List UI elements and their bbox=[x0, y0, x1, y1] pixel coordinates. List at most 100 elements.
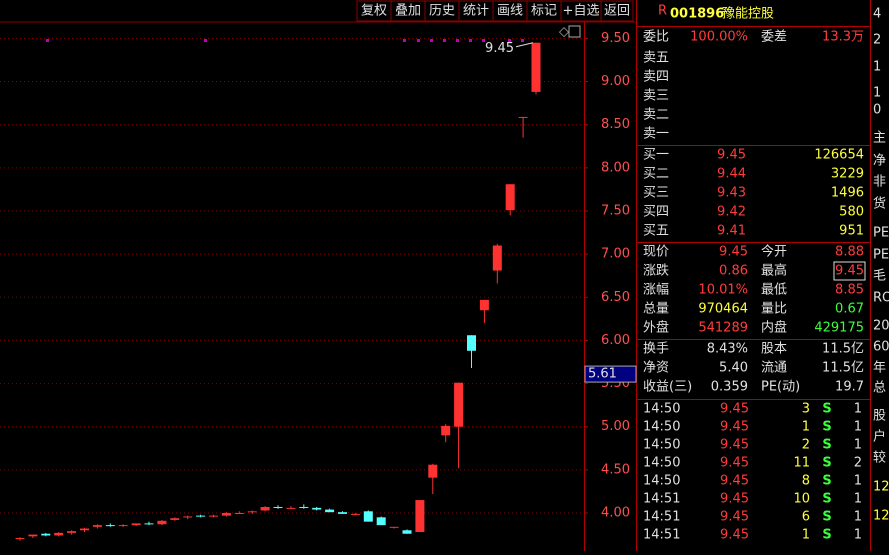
event-marker bbox=[508, 39, 511, 42]
candle-body bbox=[221, 513, 231, 516]
candle-body bbox=[479, 299, 489, 311]
side-panel-text: 主 bbox=[873, 131, 886, 146]
candle-body bbox=[492, 245, 502, 271]
event-marker bbox=[204, 39, 207, 42]
side-panel-text: 12 bbox=[873, 509, 889, 524]
toolbar-label[interactable]: 叠加 bbox=[395, 4, 421, 19]
value: 9.45 bbox=[719, 245, 748, 260]
label: 涨跌 bbox=[643, 263, 669, 279]
value: 19.7 bbox=[835, 380, 864, 395]
side-panel-text: 60 bbox=[873, 340, 889, 355]
side-panel-text: 4 bbox=[873, 7, 881, 22]
toolbar-label[interactable]: 返回 bbox=[604, 4, 630, 19]
candle-body bbox=[15, 538, 25, 540]
candle-body bbox=[338, 512, 347, 514]
side-panel-text: RO bbox=[873, 291, 889, 306]
ask-label: 卖三 bbox=[643, 89, 669, 104]
trade-time: 14:50 bbox=[643, 474, 680, 489]
y-tick-label: 6.50 bbox=[601, 290, 630, 305]
bid-label: 买一 bbox=[643, 148, 669, 163]
value: 0.67 bbox=[835, 302, 864, 317]
side-panel-text: 股 bbox=[873, 409, 886, 424]
annotation-leader bbox=[515, 42, 534, 48]
candle-body bbox=[389, 526, 399, 528]
y-tick-label: 8.50 bbox=[601, 117, 630, 132]
label: 内盘 bbox=[761, 320, 787, 336]
candle-body bbox=[299, 506, 309, 508]
trade-count: 2 bbox=[854, 456, 862, 471]
stock-code: 001896 bbox=[670, 7, 724, 22]
candle-body bbox=[260, 506, 270, 511]
toolbar-button[interactable] bbox=[600, 0, 634, 22]
trade-side: S bbox=[822, 474, 831, 489]
label: 今开 bbox=[761, 244, 787, 260]
event-marker bbox=[46, 39, 49, 42]
bid-label: 买二 bbox=[643, 167, 669, 182]
toolbar-label[interactable]: 历史 bbox=[429, 4, 455, 19]
trade-count: 1 bbox=[854, 402, 862, 417]
candle-body bbox=[518, 116, 528, 118]
candle-body bbox=[467, 335, 476, 351]
trade-volume: 10 bbox=[793, 492, 810, 507]
toolbar-label[interactable]: 复权 bbox=[361, 3, 387, 19]
side-panel-text: 20 bbox=[873, 319, 889, 334]
bid-price: 9.44 bbox=[717, 167, 746, 182]
trade-side: S bbox=[822, 528, 831, 543]
side-panel-text: 净 bbox=[873, 154, 886, 169]
dynamic: 复权 叠加 历史 统计 画线 标记 +自选 返回4.004.505.005.506.006.5… bbox=[0, 0, 889, 543]
bid-price: 9.43 bbox=[717, 186, 746, 201]
label: 涨幅 bbox=[643, 283, 669, 298]
toolbar-label[interactable]: 统计 bbox=[463, 4, 489, 19]
label: 委比 bbox=[643, 30, 669, 45]
trade-side: S bbox=[822, 456, 831, 471]
trade-volume: 11 bbox=[793, 456, 810, 471]
trade-time: 14:50 bbox=[643, 402, 680, 417]
candle-body bbox=[183, 516, 193, 518]
label: 量比 bbox=[761, 302, 787, 317]
trade-count: 1 bbox=[854, 474, 862, 489]
bid-volume: 951 bbox=[839, 224, 864, 239]
trade-price: 9.45 bbox=[720, 438, 749, 453]
trade-time: 14:51 bbox=[643, 528, 680, 543]
y-tick-label: 8.00 bbox=[601, 160, 630, 175]
side-panel-text: 总 bbox=[873, 381, 886, 396]
candle-body bbox=[273, 506, 283, 508]
trade-count: 1 bbox=[854, 492, 862, 507]
toolbar-label[interactable]: 画线 bbox=[497, 4, 523, 19]
candle-body bbox=[428, 464, 438, 478]
toolbar-label[interactable]: +自选 bbox=[563, 4, 600, 19]
value: 8.43% bbox=[707, 342, 748, 357]
side-panel-text: 毛 bbox=[873, 269, 886, 284]
candle-body bbox=[157, 520, 167, 525]
bid-volume: 1496 bbox=[831, 186, 864, 201]
cursor-price: 5.61 bbox=[588, 367, 617, 382]
event-marker bbox=[403, 39, 406, 42]
candle-body bbox=[92, 525, 102, 527]
bid-price: 9.45 bbox=[717, 148, 746, 163]
trade-volume: 1 bbox=[802, 528, 810, 543]
trade-side: S bbox=[822, 510, 831, 525]
event-marker bbox=[417, 39, 420, 42]
window-icon[interactable] bbox=[568, 25, 581, 38]
trade-price: 9.45 bbox=[720, 474, 749, 489]
event-marker bbox=[482, 39, 485, 42]
toolbar-label[interactable]: 标记 bbox=[531, 4, 557, 19]
trade-time: 14:51 bbox=[643, 510, 680, 525]
trade-price: 9.45 bbox=[720, 528, 749, 543]
candle-body bbox=[196, 515, 206, 517]
side-panel-text: 户 bbox=[873, 429, 886, 445]
event-marker bbox=[443, 39, 446, 42]
side-panel-text: 2 bbox=[873, 33, 881, 48]
y-tick-label: 9.00 bbox=[601, 74, 630, 89]
candle-body bbox=[105, 525, 115, 527]
trade-price: 9.45 bbox=[720, 402, 749, 417]
diamond-icon[interactable]: ◇ bbox=[559, 25, 569, 40]
candle-body bbox=[286, 507, 296, 509]
trade-count: 1 bbox=[854, 438, 862, 453]
bid-volume: 126654 bbox=[814, 148, 864, 163]
value: 429175 bbox=[814, 321, 864, 336]
candle-body bbox=[363, 511, 373, 522]
value: 9.45 bbox=[835, 264, 864, 279]
